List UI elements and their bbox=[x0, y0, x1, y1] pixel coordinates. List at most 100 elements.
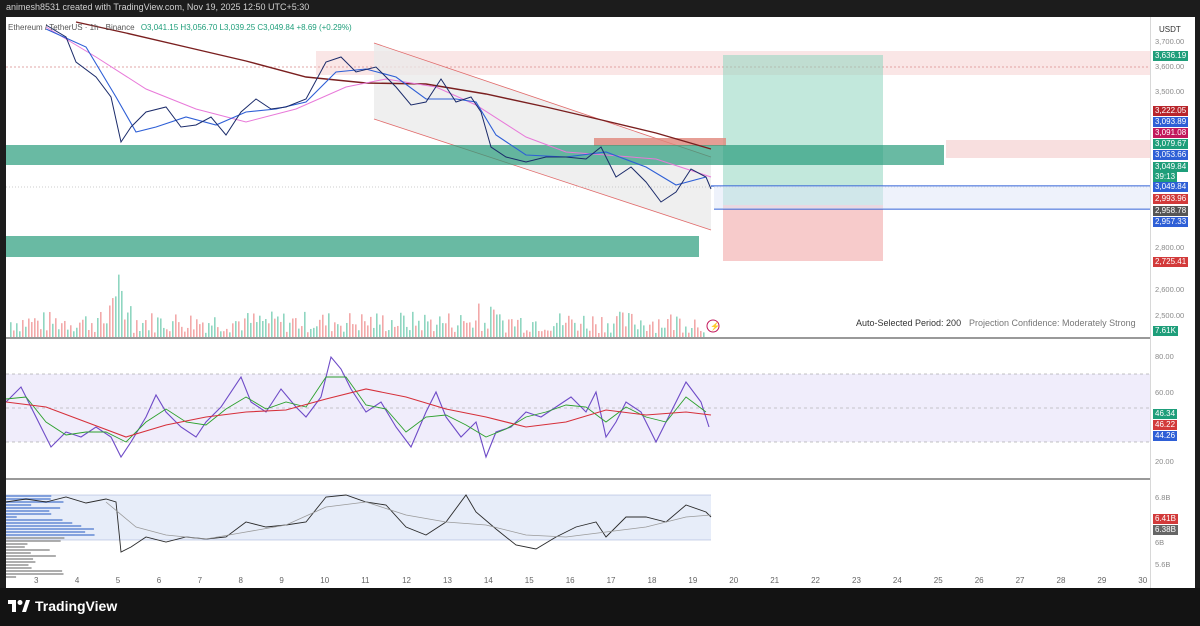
channel-lower-line bbox=[373, 118, 712, 231]
profile-bar bbox=[6, 540, 61, 542]
volume-bar bbox=[403, 315, 405, 337]
volume-bar bbox=[145, 320, 147, 337]
volume-bar bbox=[703, 332, 705, 337]
time-tick-label: 27 bbox=[1015, 576, 1025, 585]
volume-bar bbox=[652, 321, 654, 337]
lightning-icon[interactable] bbox=[706, 319, 720, 333]
volume-bar bbox=[286, 331, 288, 337]
volume-bar bbox=[256, 322, 258, 337]
volume-bar bbox=[409, 330, 411, 337]
volume-bar bbox=[226, 328, 228, 337]
volume-bar bbox=[10, 322, 12, 337]
volume-bar bbox=[172, 321, 174, 337]
volume-bar bbox=[136, 320, 138, 337]
volume-bar bbox=[493, 309, 495, 337]
profile-bar bbox=[6, 504, 32, 506]
time-tick-label: 21 bbox=[770, 576, 780, 585]
volume-bar bbox=[148, 330, 150, 337]
price-axis[interactable]: USDT 3,700.00 3,600.00 3,500.00 2,800.00 2,6… bbox=[1150, 17, 1195, 588]
volume-bar bbox=[514, 326, 516, 337]
price-badge: 2,958.78 bbox=[1153, 206, 1189, 216]
price-badge: 2,993.96 bbox=[1153, 194, 1189, 204]
volume-bar bbox=[304, 311, 306, 337]
volume-bar bbox=[580, 323, 582, 337]
volume-bar bbox=[367, 325, 369, 337]
volume-bar bbox=[517, 319, 519, 337]
volume-bar bbox=[184, 331, 186, 337]
tradingview-logo[interactable]: TradingView bbox=[8, 598, 117, 614]
volume-bar bbox=[559, 313, 561, 337]
profile-bar bbox=[6, 516, 17, 518]
volume-bar bbox=[16, 323, 18, 337]
profile-bar bbox=[6, 576, 17, 578]
volume-profile bbox=[6, 495, 95, 578]
volume-bar bbox=[208, 323, 210, 337]
profile-bar bbox=[6, 570, 63, 572]
rsi-pane bbox=[5, 355, 1150, 459]
time-tick-label: 14 bbox=[483, 576, 493, 585]
symbol-label[interactable]: Ethereum / TetherUS · 1h · Binance bbox=[8, 23, 135, 32]
time-tick-label: 4 bbox=[74, 576, 80, 585]
volume-bar bbox=[460, 315, 462, 337]
volume-bar bbox=[370, 316, 372, 337]
volume-bar bbox=[58, 329, 60, 337]
lower-badge: 6.38B bbox=[1153, 525, 1178, 535]
volume-bar bbox=[13, 330, 15, 337]
volume-bar bbox=[397, 325, 399, 337]
price-badge: 2,957.33 bbox=[1153, 217, 1189, 227]
footer-bar bbox=[0, 588, 1200, 626]
volume-bar bbox=[109, 305, 111, 337]
price-badge: 3,093.89 bbox=[1153, 117, 1189, 127]
profile-bar bbox=[6, 549, 50, 551]
volume-bar bbox=[133, 332, 135, 337]
volume-bar bbox=[310, 328, 312, 337]
time-tick-label: 12 bbox=[402, 576, 411, 585]
chart-canvas[interactable]: Auto-Selected Period: 200 Projection Con… bbox=[5, 17, 1150, 588]
tradingview-logo-icon bbox=[8, 600, 30, 612]
projection-period-text: Auto-Selected Period: 200 bbox=[856, 318, 961, 328]
volume-bar bbox=[676, 316, 678, 337]
chart-area[interactable]: Auto-Selected Period: 200 Projection Con… bbox=[5, 17, 1150, 588]
time-tick-label: 24 bbox=[892, 576, 902, 585]
volume-bar bbox=[394, 326, 396, 337]
long-position-profit-zone[interactable] bbox=[723, 55, 883, 205]
volume-bar bbox=[253, 313, 255, 337]
time-tick-label: 9 bbox=[279, 576, 284, 585]
demand-zone-upper[interactable] bbox=[6, 145, 944, 165]
profile-bar bbox=[6, 573, 64, 575]
volume-bar bbox=[469, 322, 471, 337]
volume-bar bbox=[523, 332, 525, 337]
lightning-glyph: ⚡ bbox=[710, 321, 720, 331]
chart-legend[interactable]: Ethereum / TetherUS · 1h · Binance O3,04… bbox=[8, 23, 352, 32]
time-tick-label: 19 bbox=[688, 576, 698, 585]
long-position-stop-zone[interactable] bbox=[723, 205, 883, 261]
volume-bar bbox=[508, 319, 510, 337]
time-tick-label: 20 bbox=[729, 576, 739, 585]
rsi-badge: 44.26 bbox=[1153, 431, 1178, 441]
price-badge: 39:13 bbox=[1153, 172, 1178, 182]
demand-zone-lower[interactable] bbox=[6, 236, 699, 257]
volume-bar bbox=[373, 327, 375, 337]
volume-bar bbox=[313, 327, 315, 337]
volume-bar bbox=[274, 318, 276, 337]
volume-bar bbox=[166, 329, 168, 337]
volume-bar bbox=[553, 326, 555, 337]
volume-bar bbox=[118, 274, 120, 337]
volume-bar bbox=[550, 330, 552, 337]
volume-bar bbox=[427, 321, 429, 337]
time-axis[interactable]: 3 4 5 6 7 8 9 10 11 12 13 14 15 16 17 18 19 20 21 22 23 24 25 2… bbox=[6, 574, 1150, 588]
supply-zone[interactable] bbox=[594, 138, 726, 146]
volume-bar bbox=[589, 330, 591, 337]
profile-bar bbox=[6, 567, 32, 569]
volume-bar bbox=[250, 322, 252, 337]
volume-bar bbox=[97, 318, 99, 337]
volume-bar bbox=[637, 329, 639, 337]
profile-bar bbox=[6, 522, 73, 524]
time-tick-label: 7 bbox=[197, 576, 203, 585]
volume-bar bbox=[697, 327, 699, 337]
volume-bar bbox=[193, 329, 195, 337]
volume-bar bbox=[607, 323, 609, 337]
volume-bar bbox=[565, 322, 567, 337]
price-tick-label: 2,500.00 bbox=[1155, 311, 1185, 320]
volume-bar bbox=[223, 331, 225, 337]
